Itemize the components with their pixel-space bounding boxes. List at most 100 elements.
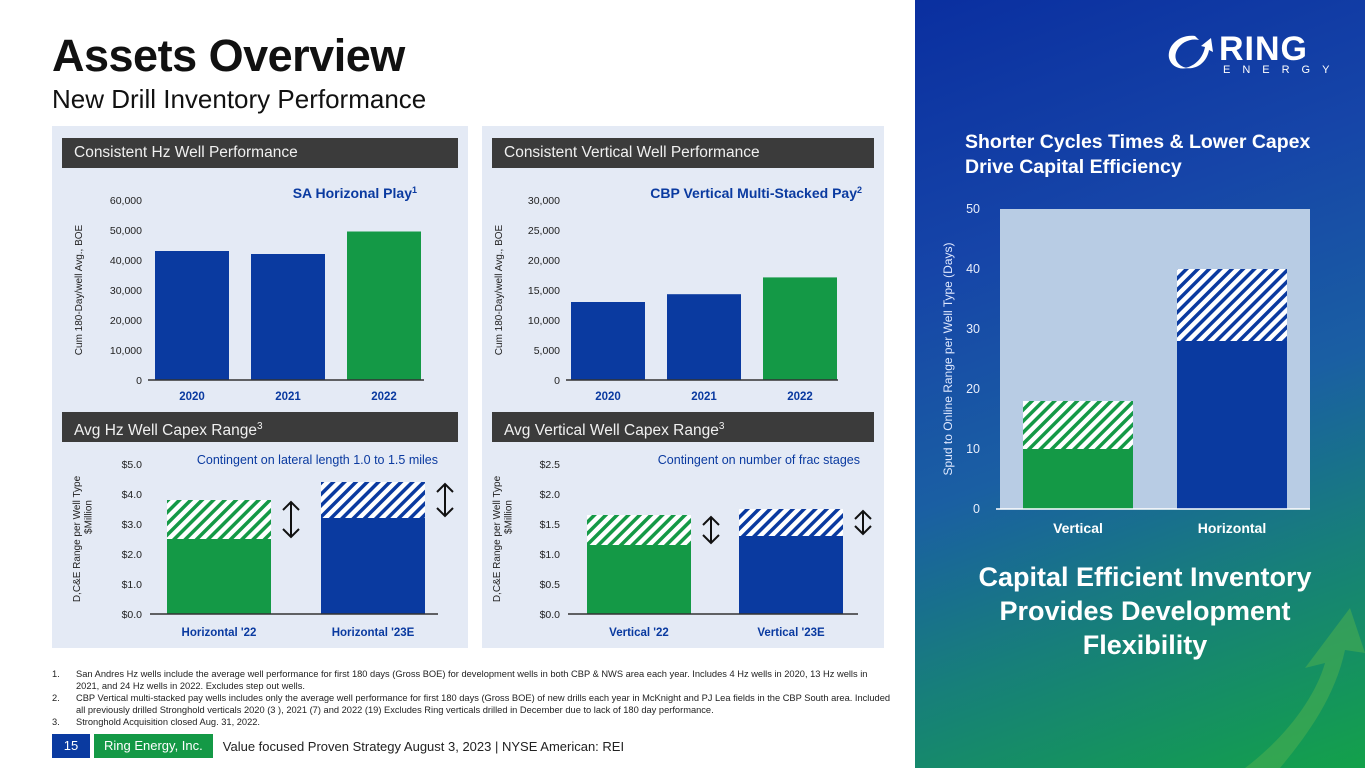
vt-performance-panel: Consistent Vertical Well Performance bbox=[482, 126, 884, 408]
bar-base bbox=[739, 536, 843, 614]
y-tick-label: 10 bbox=[966, 442, 980, 456]
y-tick-label: 50,000 bbox=[110, 225, 142, 237]
x-category-label: Horizontal '22 bbox=[182, 627, 257, 639]
y-tick-label: $5.0 bbox=[122, 459, 143, 471]
y-tick-label: 30 bbox=[966, 322, 980, 336]
bar-base bbox=[1177, 341, 1287, 509]
vt-capex-header: Avg Vertical Well Capex Range3 bbox=[492, 412, 874, 442]
x-category-label: 2020 bbox=[595, 391, 621, 403]
bar bbox=[763, 277, 837, 380]
bar-range-hatched bbox=[587, 515, 691, 545]
y-tick-label: $1.0 bbox=[540, 549, 561, 561]
y-tick-label: $3.0 bbox=[122, 519, 143, 531]
growth-arrow-icon bbox=[1245, 608, 1365, 768]
y-axis-label: Cum 180-Day/well Avg., BOE bbox=[74, 224, 85, 355]
x-category-label: 2021 bbox=[275, 391, 301, 403]
y-tick-label: $0.0 bbox=[540, 609, 561, 621]
arrow-head-down bbox=[436, 507, 454, 518]
arrow-head-up bbox=[702, 515, 720, 526]
y-tick-label: $1.5 bbox=[540, 519, 561, 531]
panel-header-text: Avg Vertical Well Capex Range bbox=[504, 422, 719, 440]
x-category-label: 2022 bbox=[371, 391, 397, 403]
range-arrow-icon bbox=[702, 515, 720, 545]
y-tick-label: 15,000 bbox=[528, 285, 560, 297]
y-tick-label: $2.5 bbox=[540, 459, 561, 471]
page-title: Assets Overview bbox=[52, 30, 405, 81]
right-heading: Shorter Cycles Times & Lower Capex Drive… bbox=[965, 131, 1311, 178]
x-category-label: 2022 bbox=[787, 391, 813, 403]
bar bbox=[251, 254, 325, 380]
range-arrow-icon bbox=[854, 509, 872, 536]
y-tick-label: 60,000 bbox=[110, 195, 142, 207]
arrow-head-up bbox=[854, 509, 872, 520]
y-tick-label: 30,000 bbox=[110, 285, 142, 297]
x-category-label: Vertical '22 bbox=[609, 627, 669, 639]
footnote-text: San Andres Hz wells include the average … bbox=[76, 669, 868, 691]
panel-header-text: Consistent Hz Well Performance bbox=[74, 144, 298, 161]
bar-range-hatched bbox=[1023, 401, 1133, 449]
x-category-label: 2021 bbox=[691, 391, 717, 403]
title-footnote-ref: 2 bbox=[857, 185, 862, 195]
footnote-text: CBP Vertical multi-stacked pay wells inc… bbox=[76, 693, 891, 715]
y-axis-label-line: $Million bbox=[84, 500, 95, 534]
chart-title: SA Horizonal Play1 bbox=[293, 185, 417, 201]
ring-energy-logo: RING ENERGY bbox=[1165, 30, 1335, 80]
y-axis-label: D,C&E Range per Well Type$Million bbox=[72, 475, 95, 602]
hz-capex-header: Avg Hz Well Capex Range3 bbox=[62, 412, 458, 442]
y-tick-label: 0 bbox=[136, 375, 142, 387]
page-subtitle: New Drill Inventory Performance bbox=[52, 84, 427, 114]
footnote-item: 3. Stronghold Acquisition closed Aug. 31,… bbox=[52, 716, 892, 728]
footnote-ref: 3 bbox=[718, 421, 725, 432]
footnote-text: Stronghold Acquisition closed Aug. 31, 2… bbox=[76, 717, 261, 727]
capital-efficient-callout: Capital Efficient Inventory Provides Dev… bbox=[978, 562, 1312, 660]
bar-range-hatched bbox=[1177, 269, 1287, 341]
footer: 15 Ring Energy, Inc. Value focused Prove… bbox=[52, 734, 624, 758]
arrow-head-down bbox=[854, 525, 872, 536]
bar-base bbox=[587, 545, 691, 614]
range-arrow-icon bbox=[436, 482, 454, 518]
x-category-label: Horizontal bbox=[1198, 520, 1266, 536]
y-axis-label: Spud to Online Range per Well Type (Days… bbox=[941, 242, 955, 475]
bar-range-hatched bbox=[167, 500, 271, 539]
y-tick-label: $4.0 bbox=[122, 489, 143, 501]
title-footnote-ref: 1 bbox=[412, 185, 417, 195]
x-category-label: Vertical bbox=[1053, 520, 1103, 536]
logo-ring-icon bbox=[1168, 35, 1213, 69]
hz-capex-chart: Contingent on lateral length 1.0 to 1.5 … bbox=[72, 453, 454, 639]
footnotes: 1. San Andres Hz wells include the averag… bbox=[52, 668, 892, 728]
right-panel: RING ENERGY Shorter Cycles Times & Lower… bbox=[915, 0, 1365, 768]
y-axis-label-line: $Million bbox=[504, 500, 515, 534]
y-axis-label: D,C&E Range per Well Type$Million bbox=[492, 475, 515, 602]
arrow-head-up bbox=[436, 482, 454, 493]
bar-base bbox=[1023, 449, 1133, 509]
y-axis-label-line: D,C&E Range per Well Type bbox=[492, 475, 503, 602]
footer-company: Ring Energy, Inc. bbox=[94, 734, 213, 758]
y-tick-label: 0 bbox=[973, 502, 980, 516]
chart-title: Contingent on number of frac stages bbox=[658, 453, 860, 467]
x-category-label: Vertical '23E bbox=[757, 627, 825, 639]
x-category-label: 2020 bbox=[179, 391, 205, 403]
y-tick-label: 20 bbox=[966, 382, 980, 396]
page-number: 15 bbox=[52, 734, 90, 758]
y-tick-label: 50 bbox=[966, 202, 980, 216]
chart-title: Contingent on lateral length 1.0 to 1.5 … bbox=[197, 453, 438, 467]
cycle-days-chart: 0 10 20 30 40 50 Spud to Online Range per Well… bbox=[941, 202, 1310, 536]
y-tick-label: 30,000 bbox=[528, 195, 560, 207]
y-tick-label: 25,000 bbox=[528, 225, 560, 237]
y-tick-label: 20,000 bbox=[528, 255, 560, 267]
logo-word: RING bbox=[1219, 30, 1308, 68]
logo-subtext: ENERGY bbox=[1223, 64, 1342, 76]
bar bbox=[155, 251, 229, 380]
footnote-number: 3. bbox=[52, 717, 60, 727]
y-tick-label: 40 bbox=[966, 262, 980, 276]
bar-range-hatched bbox=[739, 509, 843, 536]
y-tick-label: $1.0 bbox=[122, 579, 143, 591]
y-tick-label: $2.0 bbox=[540, 489, 561, 501]
footnote-ref: 3 bbox=[256, 421, 263, 432]
hz-performance-header: Consistent Hz Well Performance bbox=[62, 138, 458, 168]
arrow-head-down bbox=[702, 534, 720, 545]
arrow-head-down bbox=[282, 528, 300, 539]
footer-text: Value focused Proven Strategy August 3, … bbox=[222, 738, 625, 754]
y-tick-label: 40,000 bbox=[110, 255, 142, 267]
bar-range-hatched bbox=[321, 482, 425, 518]
